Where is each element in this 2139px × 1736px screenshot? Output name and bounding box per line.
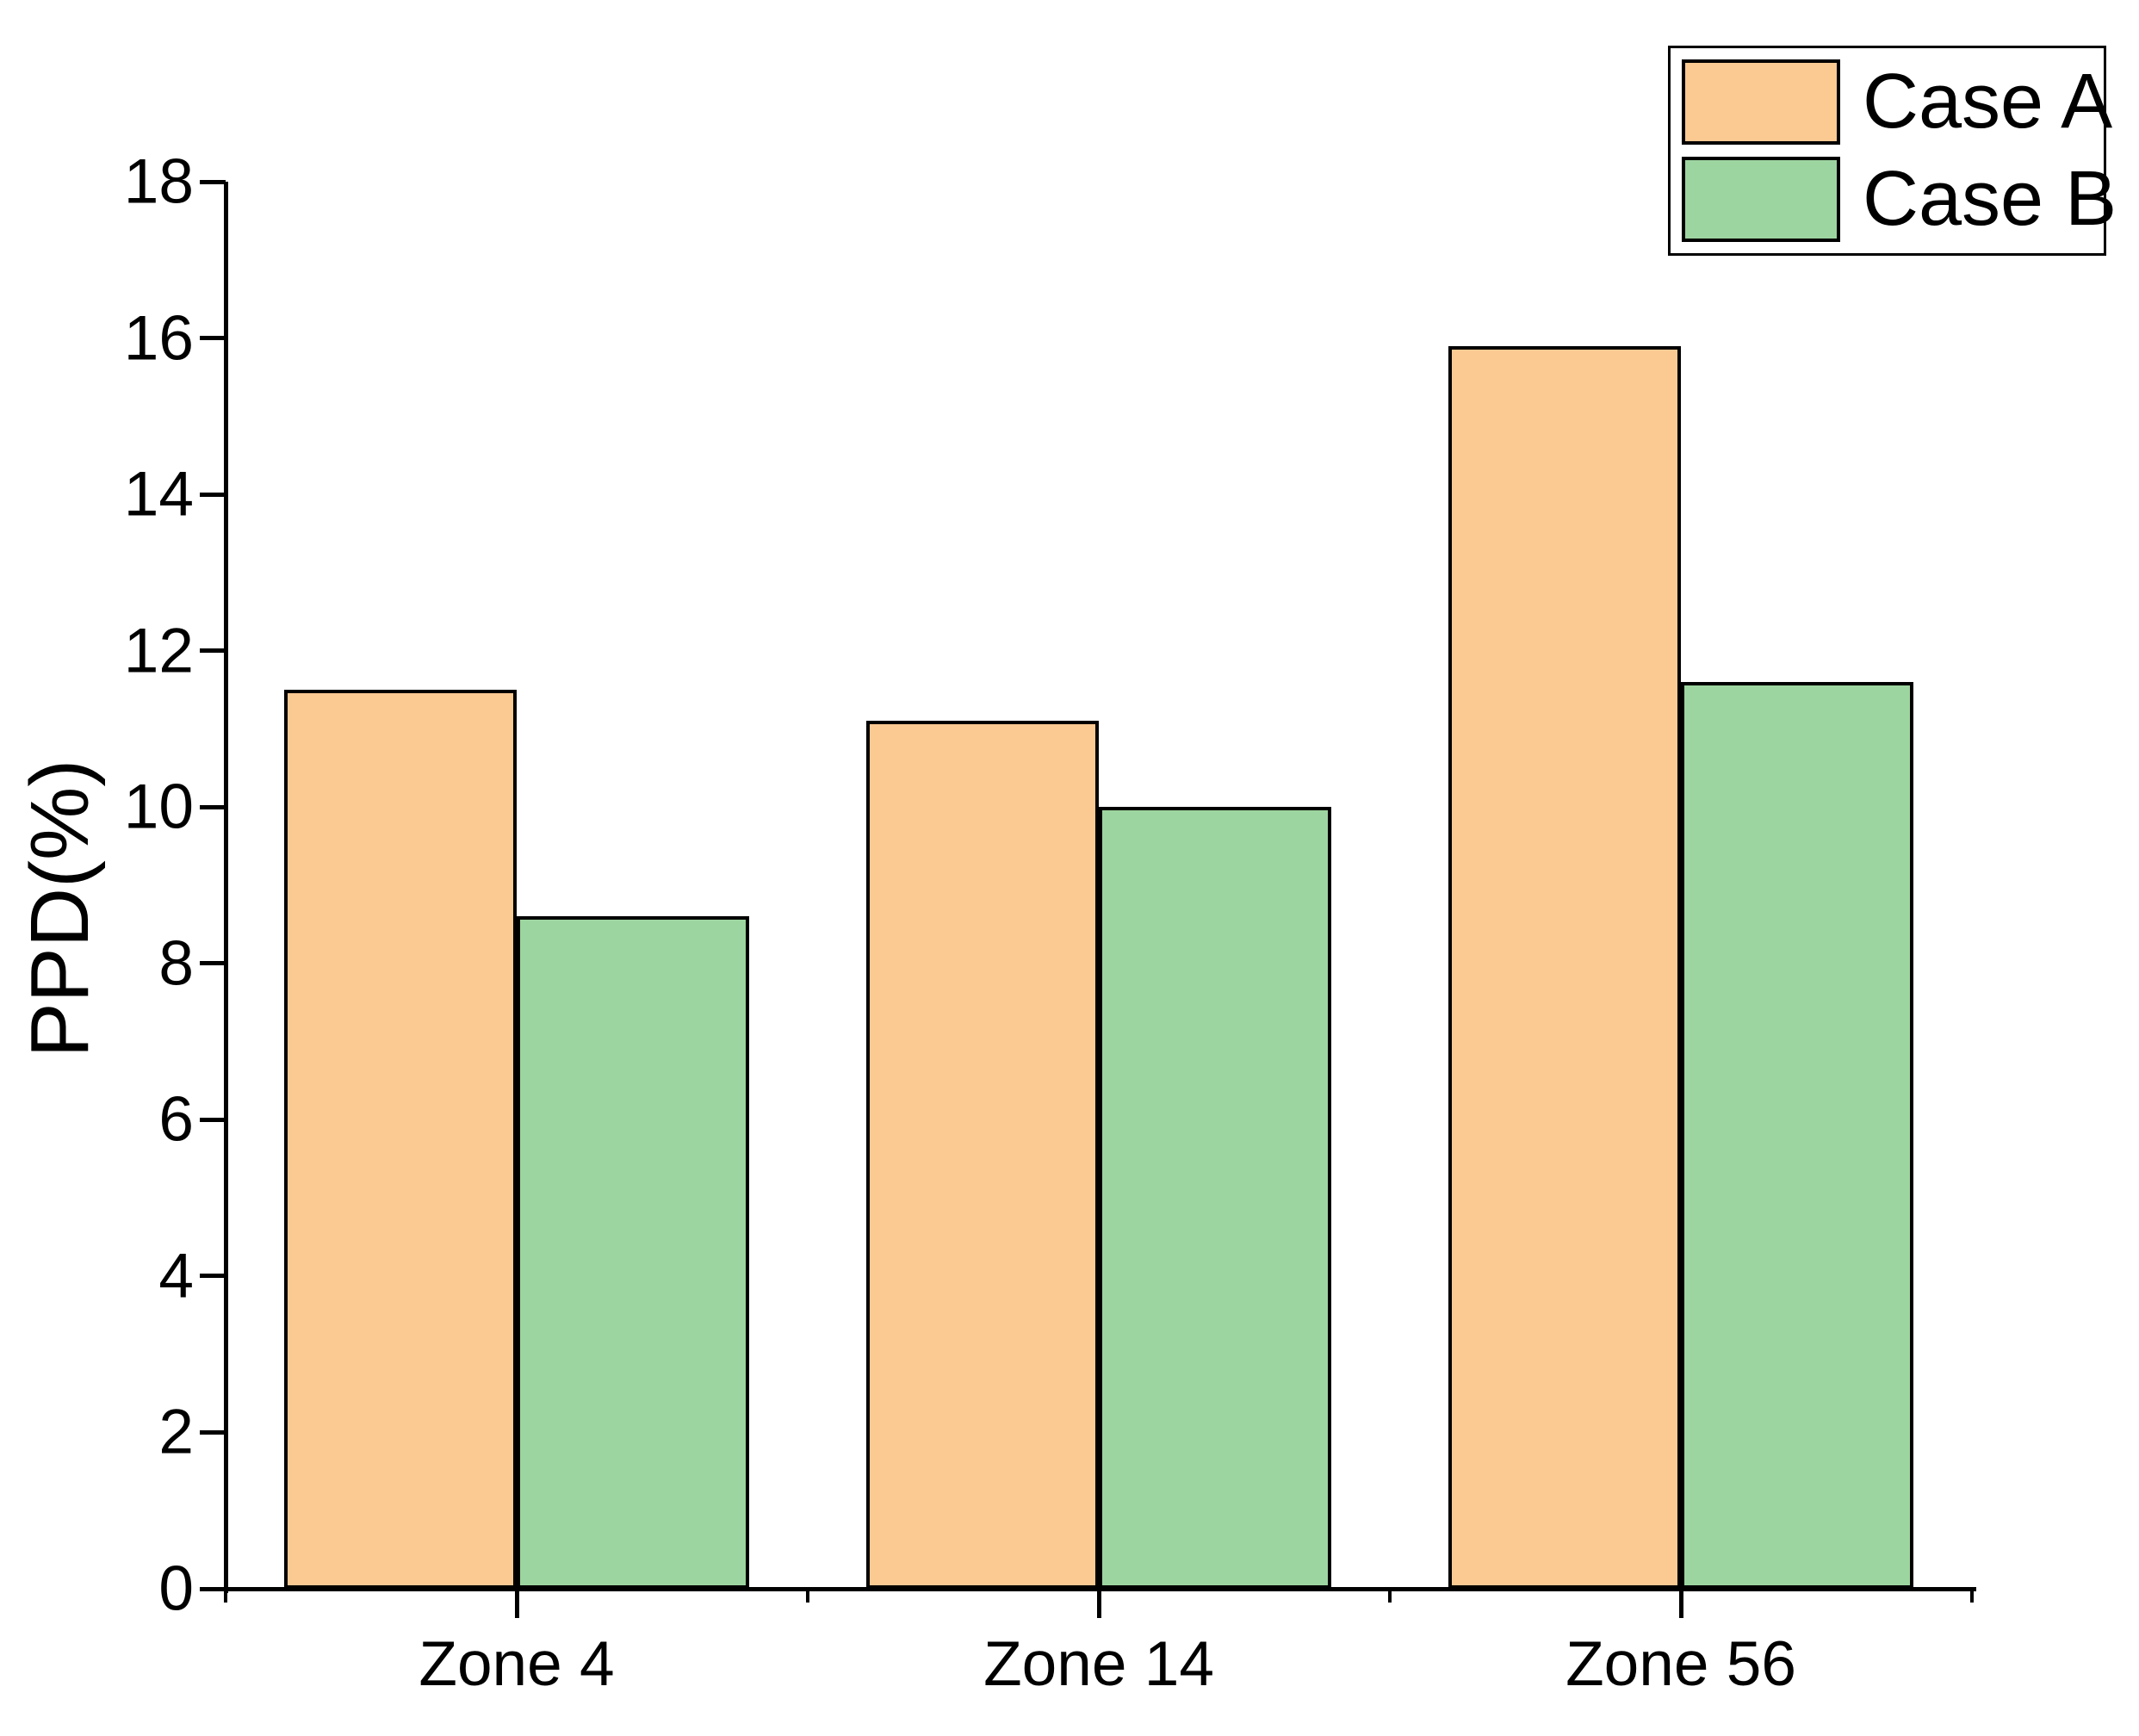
y-tick <box>200 1117 226 1122</box>
x-tick-minor <box>1388 1589 1392 1603</box>
y-tick-label: 12 <box>123 616 194 686</box>
x-tick-label: Zone 14 <box>983 1629 1214 1699</box>
x-tick-minor <box>224 1589 227 1603</box>
y-tick <box>200 336 226 341</box>
legend-swatch <box>1682 59 1840 145</box>
y-tick-label: 4 <box>158 1241 194 1311</box>
legend: Case A Case B <box>1668 46 2117 256</box>
y-tick <box>200 1429 226 1435</box>
y-tick-label: 6 <box>158 1084 194 1155</box>
y-tick <box>200 492 226 497</box>
x-tick-label: Zone 56 <box>1566 1629 1796 1699</box>
bar-case-b-zone-4 <box>517 916 750 1589</box>
x-tick <box>1096 1589 1101 1618</box>
y-tick-label: 18 <box>123 146 194 217</box>
bar-case-a-zone-56 <box>1448 345 1681 1589</box>
legend-label: Case A <box>1863 59 2113 145</box>
bar-case-b-zone-56 <box>1681 681 1914 1589</box>
legend-row: Case A <box>1682 59 2112 145</box>
x-tick-label: Zone 4 <box>418 1629 615 1699</box>
y-tick-label: 10 <box>123 772 194 842</box>
y-tick-label: 2 <box>158 1397 194 1467</box>
legend-label: Case B <box>1863 156 2117 242</box>
x-tick-minor <box>1970 1589 1974 1603</box>
x-tick-minor <box>806 1589 809 1603</box>
y-tick <box>200 961 226 966</box>
y-tick <box>200 1274 226 1279</box>
y-tick-label: 0 <box>158 1553 194 1624</box>
y-axis-line <box>224 182 228 1593</box>
y-tick-label: 8 <box>158 928 194 999</box>
bar-case-a-zone-4 <box>283 690 517 1589</box>
x-tick <box>514 1589 519 1618</box>
y-tick-label: 14 <box>123 459 194 530</box>
y-tick-label: 16 <box>123 303 194 374</box>
legend-row: Case B <box>1682 157 2117 242</box>
y-tick <box>200 648 226 654</box>
y-tick <box>200 804 226 809</box>
legend-swatch <box>1682 157 1840 242</box>
bar-case-b-zone-14 <box>1099 807 1332 1589</box>
x-tick <box>1678 1589 1683 1618</box>
y-tick <box>200 1586 226 1591</box>
bar-case-a-zone-14 <box>865 721 1099 1589</box>
y-tick <box>200 179 226 184</box>
